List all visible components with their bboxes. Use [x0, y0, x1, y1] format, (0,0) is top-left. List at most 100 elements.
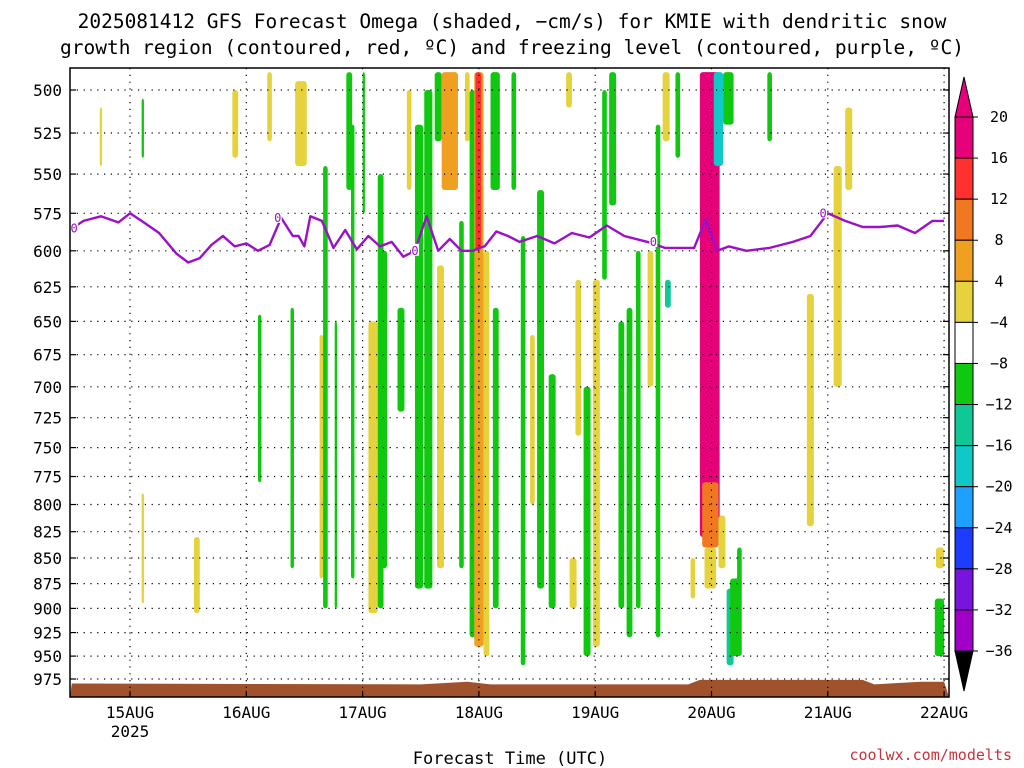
colorbar-label-13: −36 [985, 642, 1012, 660]
terrain-area [70, 679, 949, 697]
colorbar-bottom-arrow [954, 650, 974, 692]
omega-cell-17 [382, 250, 388, 569]
ytick-label-975: 975 [33, 670, 62, 689]
ytick-label-675: 675 [33, 346, 62, 365]
omega-cell-3 [193, 536, 200, 614]
omega-cell-33 [511, 72, 517, 190]
colorbar-label-12: −32 [985, 601, 1012, 619]
omega-cell-23 [437, 265, 445, 569]
ytick-label-525: 525 [33, 124, 62, 143]
ytick-label-650: 650 [33, 312, 62, 331]
omega-cell-65 [833, 166, 842, 387]
xtick-label-15AUG: 15AUG [106, 703, 154, 722]
ytick-label-550: 550 [33, 165, 62, 184]
omega-cell-24 [441, 72, 458, 190]
ytick-label-900: 900 [33, 599, 62, 618]
freezing-level-line [71, 212, 945, 264]
omega-cell-18 [397, 307, 405, 412]
omega-cell-20 [414, 124, 424, 589]
ytick-label-850: 850 [33, 549, 62, 568]
omega-cell-4 [232, 90, 239, 158]
omega-cell-43 [602, 90, 607, 280]
colorbar-swatch-8 [954, 445, 974, 488]
credit-text: coolwx.com/modelts [849, 746, 1012, 764]
colorbar-label-11: −28 [985, 560, 1012, 578]
colorbar-swatch-10 [954, 527, 974, 570]
omega-cell-44 [609, 72, 617, 206]
omega-cell-0 [99, 107, 103, 167]
plot-frame [69, 67, 950, 698]
colorbar-swatch-7 [954, 404, 974, 447]
colorbar-label-8: −16 [985, 437, 1012, 455]
omega-cell-42 [592, 279, 600, 647]
freezing-level-label-3: 0 [650, 235, 657, 249]
omega-cell-5 [257, 314, 262, 483]
colorbar-swatch-11 [954, 568, 974, 611]
omega-cell-25 [459, 220, 464, 569]
omega-cell-35 [530, 334, 535, 505]
omega-cell-62 [737, 547, 742, 589]
colorbar-label-10: −24 [985, 519, 1012, 537]
xtick-label-18AUG: 18AUG [455, 703, 503, 722]
ytick-label-950: 950 [33, 647, 62, 666]
freezing-label-bg-2 [410, 243, 419, 256]
colorbar-label-2: 12 [990, 190, 1008, 208]
terrain-fill [70, 679, 949, 697]
ytick-label-875: 875 [33, 575, 62, 594]
colorbar-label-7: −12 [985, 396, 1012, 414]
omega-cell-58 [718, 515, 726, 569]
colorbar-swatch-5 [954, 321, 974, 364]
freezing-level-contour: 0 0 0 0 0 [70, 206, 945, 264]
omega-cell-45 [618, 321, 625, 609]
ytick-label-825: 825 [33, 523, 62, 542]
colorbar-swatch-4 [954, 280, 974, 323]
omega-cell-47 [635, 250, 641, 609]
xtick-label-21AUG: 21AUG [804, 703, 852, 722]
colorbar-swatch-2 [954, 198, 974, 241]
omega-cell-66 [845, 107, 853, 190]
omega-cell-38 [566, 72, 572, 108]
omega-cell-51 [664, 279, 671, 308]
colorbar-label-0: 20 [990, 108, 1008, 126]
freezing-label-bg-3 [649, 234, 658, 247]
omega-cell-56 [704, 547, 717, 589]
omega-cell-16 [377, 174, 384, 609]
omega-cell-15 [368, 321, 378, 614]
omega-cell-55 [702, 482, 719, 548]
omega-cell-32 [492, 307, 499, 609]
ytick-label-625: 625 [33, 278, 62, 297]
xtick-label-20AUG: 20AUG [687, 703, 735, 722]
colorbar-swatch-6 [954, 362, 974, 406]
omega-cell-37 [548, 374, 556, 609]
omega-cell-36 [537, 189, 545, 589]
xtick-sublabel-15AUG: 2025 [111, 722, 150, 741]
colorbar-swatch-9 [954, 486, 974, 529]
ytick-label-925: 925 [33, 624, 62, 643]
freezing-label-bg-1 [273, 210, 282, 223]
omega-cell-22 [434, 72, 442, 142]
omega-cell-9 [319, 334, 324, 579]
omega-cell-13 [350, 124, 355, 579]
omega-cell-53 [690, 557, 696, 599]
omega-cell-34 [520, 235, 526, 666]
colorbar-label-3: 8 [994, 231, 1003, 249]
ytick-label-600: 600 [33, 242, 62, 261]
colorbar-label-1: 16 [990, 149, 1008, 167]
omega-cell-40 [575, 279, 582, 436]
omega-shading [99, 72, 945, 666]
y-axis-ticks: 500 525 550 575 600 625 650 675 700 725 750 775 800 8… [33, 81, 949, 689]
colorbar-label-9: −20 [985, 478, 1012, 496]
ytick-label-725: 725 [33, 409, 62, 428]
omega-cell-57 [713, 72, 724, 167]
colorbar-swatch-0 [954, 116, 974, 159]
omega-cell-41 [583, 386, 591, 657]
colorbar-swatch-3 [954, 239, 974, 282]
xtick-label-19AUG: 19AUG [571, 703, 619, 722]
colorbar-label-6: −8 [990, 354, 1008, 372]
ytick-label-800: 800 [33, 496, 62, 515]
omega-cell-50 [662, 72, 670, 142]
colorbar-label-4: 4 [994, 272, 1003, 290]
omega-cell-12 [346, 72, 353, 190]
omega-cell-31 [490, 72, 500, 190]
